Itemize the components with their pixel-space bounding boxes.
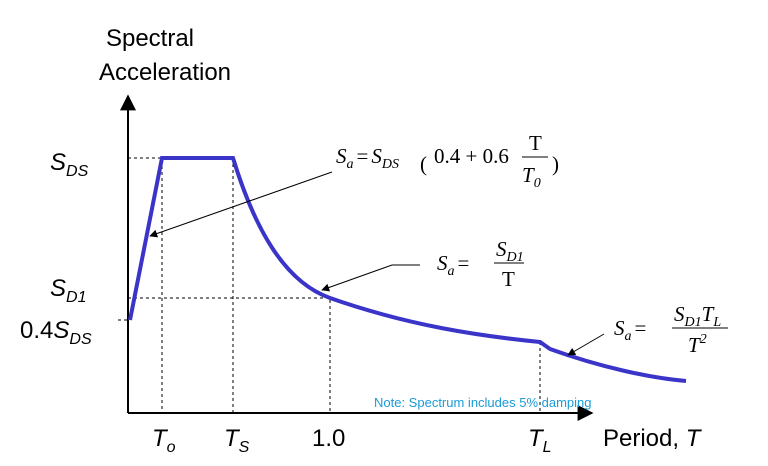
label-part: T [702, 302, 715, 326]
x-label: 1.0 [312, 425, 345, 452]
label-part: S [496, 237, 507, 261]
label-part: = [635, 316, 647, 340]
label-part: o [167, 439, 176, 456]
y-label: SD1 [50, 275, 86, 306]
svg-text:Sa=SDS: Sa = SDS [336, 144, 399, 172]
label-part: T [152, 425, 169, 452]
y-axis-label: Acceleration [99, 59, 231, 86]
label-part: S [437, 251, 448, 275]
svg-text:SD1: SD1 [496, 237, 524, 265]
label-part: S [674, 302, 685, 326]
label-part: 0 [534, 176, 541, 191]
svg-text:T0: T0 [522, 163, 541, 191]
arrow [149, 171, 333, 238]
label-part: S [50, 275, 66, 302]
label-part: L [712, 315, 721, 330]
label-part: 0.4 [20, 317, 53, 344]
label-part: a [625, 329, 632, 344]
label-part: a [448, 264, 455, 279]
label-part: S [50, 149, 66, 176]
label-part: D1 [506, 250, 524, 265]
equation: Sa = SD1TL T2 [614, 302, 728, 357]
x-axis-label: Period, T [603, 425, 703, 452]
y-label: SDS [50, 149, 89, 180]
label-part: T [529, 131, 542, 155]
label-part: 0.4 + 0.6 [434, 144, 509, 168]
label-part: T [522, 163, 535, 187]
label-part: a [347, 157, 354, 172]
label-part: = [357, 144, 369, 168]
label-part: T [502, 267, 515, 291]
label-part: 2 [700, 332, 707, 347]
arrow [321, 264, 420, 292]
label-part: DS [66, 163, 89, 180]
label-part: S [239, 439, 250, 456]
label-part: ( [420, 152, 427, 176]
label-part: ) [552, 152, 559, 176]
label-part: DS [381, 157, 399, 172]
label-part: S [53, 317, 69, 344]
equation: Sa = SD1 T [437, 237, 524, 291]
spectrum-curve [128, 156, 687, 383]
svg-text:T2: T2 [688, 332, 707, 357]
svg-text:Sa=: Sa = [437, 251, 469, 279]
svg-text:Sa=: Sa = [614, 316, 646, 344]
label-part: T [528, 425, 545, 452]
label-part: T [688, 333, 701, 357]
label-part: D1 [684, 315, 702, 330]
guide-lines [118, 157, 541, 413]
equation: Sa = SDS ( 0.4 + 0.6 T T0 ) [336, 131, 559, 191]
label-part: Period, [603, 425, 686, 452]
label-part: T [224, 425, 241, 452]
arrow [567, 333, 605, 356]
y-axis-label: Spectral [106, 25, 194, 52]
y-label: 0.4SDS [20, 317, 92, 348]
x-label: TS [224, 425, 250, 456]
note: Note: Spectrum includes 5% damping [374, 395, 592, 410]
label-part: = [458, 251, 470, 275]
label-part: S [371, 144, 382, 168]
label-part: L [543, 439, 552, 456]
label-part: S [336, 144, 347, 168]
label-part: DS [69, 331, 92, 348]
label-part: T [686, 425, 703, 452]
x-label: To [152, 425, 176, 456]
svg-text:SD1TL: SD1TL [674, 302, 721, 330]
label-part: D1 [66, 289, 86, 306]
x-label: TL [528, 425, 552, 456]
label-part: S [614, 316, 625, 340]
